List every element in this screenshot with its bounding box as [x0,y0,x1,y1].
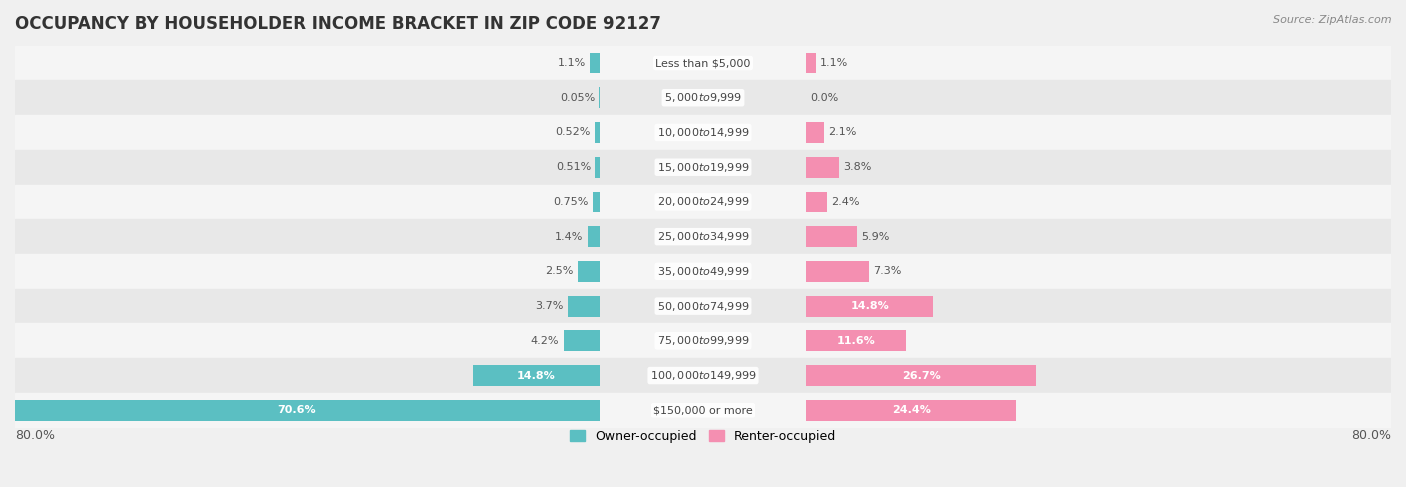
Text: 14.8%: 14.8% [851,301,889,311]
Bar [15,185,1391,219]
Text: 3.8%: 3.8% [844,162,872,172]
Text: 0.75%: 0.75% [554,197,589,207]
Bar [15,46,1391,80]
Bar [15,115,1391,150]
Bar [588,226,600,247]
Text: $75,000 to $99,999: $75,000 to $99,999 [657,335,749,347]
Text: OCCUPANCY BY HOUSEHOLDER INCOME BRACKET IN ZIP CODE 92127: OCCUPANCY BY HOUSEHOLDER INCOME BRACKET … [15,15,661,33]
Text: $50,000 to $74,999: $50,000 to $74,999 [657,300,749,313]
Text: 70.6%: 70.6% [277,405,315,415]
Text: 1.4%: 1.4% [555,232,583,242]
Bar [806,400,1017,421]
Text: 1.1%: 1.1% [820,58,848,68]
Bar [578,261,600,282]
Bar [564,330,600,351]
Bar [15,150,1391,185]
Text: 11.6%: 11.6% [837,336,876,346]
Text: 7.3%: 7.3% [873,266,901,277]
Text: 24.4%: 24.4% [891,405,931,415]
Bar [806,122,824,143]
Text: $100,000 to $149,999: $100,000 to $149,999 [650,369,756,382]
Text: 0.0%: 0.0% [810,93,839,103]
Bar [595,157,600,178]
Text: 5.9%: 5.9% [862,232,890,242]
Bar [806,191,827,212]
Text: 0.52%: 0.52% [555,128,591,137]
Text: 4.2%: 4.2% [531,336,560,346]
Text: 0.51%: 0.51% [555,162,591,172]
Bar [0,400,600,421]
Text: 26.7%: 26.7% [901,371,941,380]
Bar [593,191,600,212]
Bar [806,157,839,178]
Text: 14.8%: 14.8% [517,371,555,380]
Bar [806,53,815,74]
Text: 3.7%: 3.7% [536,301,564,311]
Text: $5,000 to $9,999: $5,000 to $9,999 [664,91,742,104]
Text: $15,000 to $19,999: $15,000 to $19,999 [657,161,749,174]
Bar [15,289,1391,323]
Bar [806,296,934,317]
Text: 1.1%: 1.1% [558,58,586,68]
Text: 0.05%: 0.05% [560,93,595,103]
Bar [15,358,1391,393]
Text: 2.4%: 2.4% [831,197,859,207]
Bar [568,296,600,317]
Bar [806,226,856,247]
Bar [806,365,1036,386]
Bar [15,393,1391,428]
Bar [806,261,869,282]
Text: $35,000 to $49,999: $35,000 to $49,999 [657,265,749,278]
Bar [15,80,1391,115]
Bar [15,219,1391,254]
Text: $20,000 to $24,999: $20,000 to $24,999 [657,195,749,208]
Text: $25,000 to $34,999: $25,000 to $34,999 [657,230,749,243]
Bar [15,323,1391,358]
Text: $150,000 or more: $150,000 or more [654,405,752,415]
Text: $10,000 to $14,999: $10,000 to $14,999 [657,126,749,139]
Text: 80.0%: 80.0% [1351,430,1391,442]
Bar [595,122,600,143]
Text: 80.0%: 80.0% [15,430,55,442]
Legend: Owner-occupied, Renter-occupied: Owner-occupied, Renter-occupied [565,425,841,448]
Bar [806,330,905,351]
Text: Source: ZipAtlas.com: Source: ZipAtlas.com [1274,15,1392,25]
Bar [15,254,1391,289]
Text: Less than $5,000: Less than $5,000 [655,58,751,68]
Text: 2.5%: 2.5% [546,266,574,277]
Bar [472,365,600,386]
Text: 2.1%: 2.1% [828,128,856,137]
Bar [591,53,600,74]
